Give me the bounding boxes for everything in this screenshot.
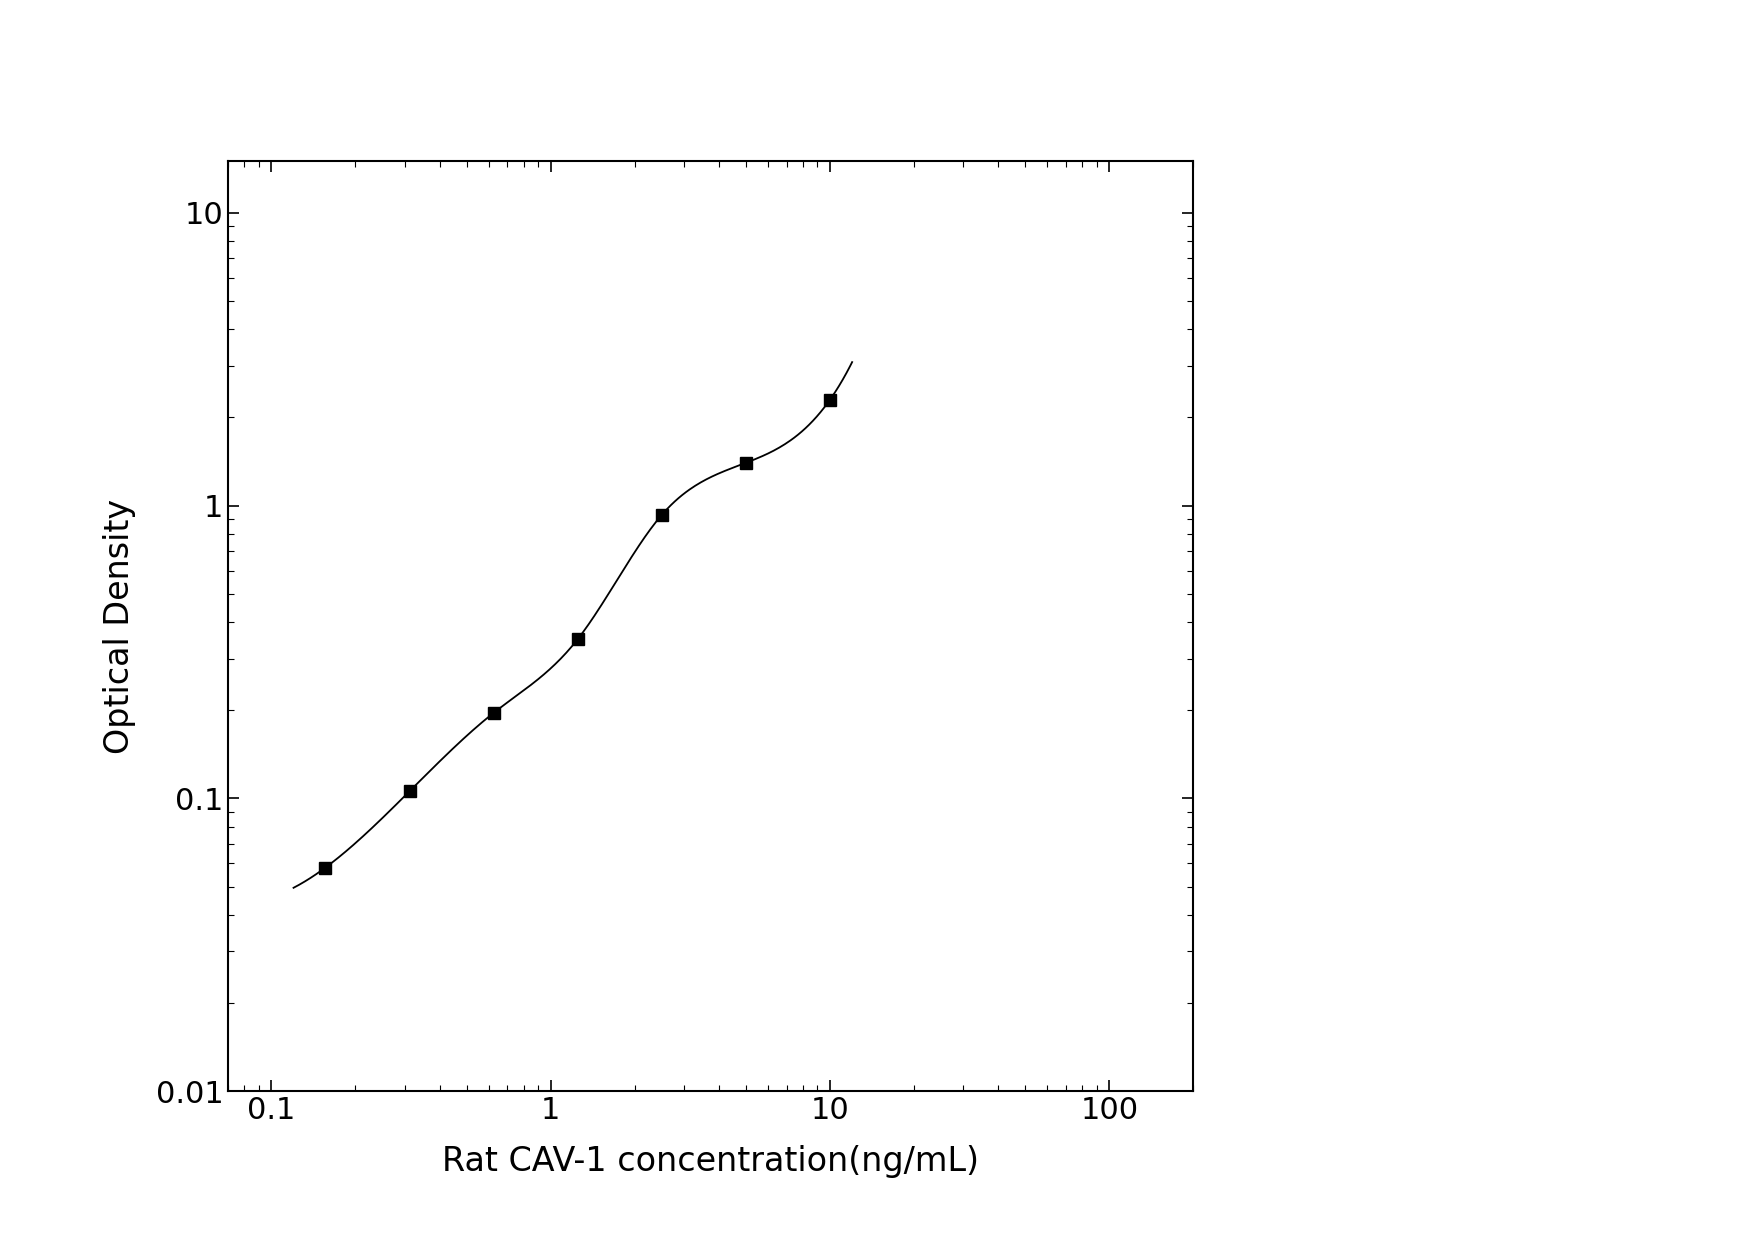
Y-axis label: Optical Density: Optical Density bbox=[104, 498, 137, 754]
X-axis label: Rat CAV-1 concentration(ng/mL): Rat CAV-1 concentration(ng/mL) bbox=[442, 1145, 979, 1178]
